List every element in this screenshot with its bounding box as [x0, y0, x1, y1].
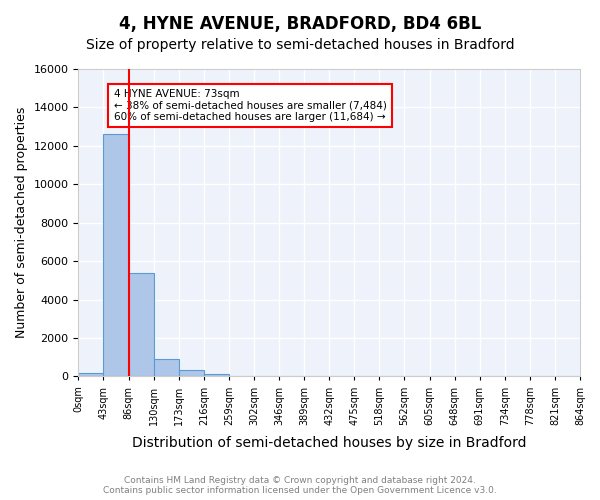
Bar [179, 370, 204, 376]
X-axis label: Distribution of semi-detached houses by size in Bradford: Distribution of semi-detached houses by … [132, 436, 526, 450]
Text: 4 HYNE AVENUE: 73sqm
← 38% of semi-detached houses are smaller (7,484)
60% of se: 4 HYNE AVENUE: 73sqm ← 38% of semi-detac… [113, 89, 386, 122]
Bar [128, 272, 154, 376]
Bar [154, 359, 179, 376]
Bar [103, 134, 128, 376]
Bar [79, 372, 103, 376]
Text: 4, HYNE AVENUE, BRADFORD, BD4 6BL: 4, HYNE AVENUE, BRADFORD, BD4 6BL [119, 15, 481, 33]
Text: Size of property relative to semi-detached houses in Bradford: Size of property relative to semi-detach… [86, 38, 514, 52]
Text: Contains HM Land Registry data © Crown copyright and database right 2024.
Contai: Contains HM Land Registry data © Crown c… [103, 476, 497, 495]
Y-axis label: Number of semi-detached properties: Number of semi-detached properties [15, 107, 28, 338]
Bar [204, 374, 229, 376]
